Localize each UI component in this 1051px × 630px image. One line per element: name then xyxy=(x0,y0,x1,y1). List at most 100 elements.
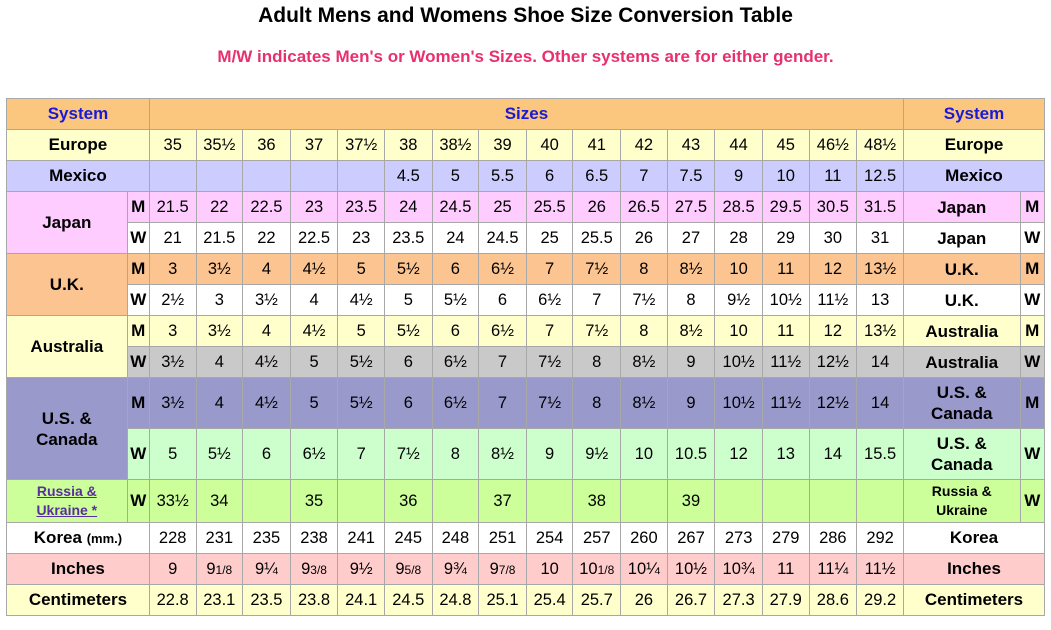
men-marker: M xyxy=(126,253,150,285)
size-cell: 4.5 xyxy=(383,160,433,192)
us-canada-women-label-right: U.S. & Canada xyxy=(903,428,1021,480)
size-cell: 25 xyxy=(525,222,574,254)
centimeters-row: Centimeters 22.8 23.1 23.5 23.8 24.1 24.5 24.8 2… xyxy=(6,584,1045,616)
size-cell: 7½ xyxy=(620,284,668,316)
size-cell: 14 xyxy=(856,377,904,429)
size-cell xyxy=(242,479,291,523)
russia-row: Russia & Ukraine * W 33½ 34 35 36 37 38 39 Russia … xyxy=(6,479,1046,523)
size-cell xyxy=(525,479,574,523)
women-marker: W xyxy=(126,284,150,316)
size-cell: 22 xyxy=(242,222,291,254)
size-cell: 10 xyxy=(525,553,574,585)
size-cell: 8½ xyxy=(666,253,716,285)
size-cell: 39 xyxy=(478,129,527,161)
men-marker-right: M xyxy=(1019,191,1046,223)
korea-label: Korea (mm.) xyxy=(6,522,150,554)
size-cell: 12 xyxy=(808,253,858,285)
size-cell: 22.5 xyxy=(242,191,291,223)
size-cell: 12 xyxy=(808,315,858,347)
size-cell: 21.5 xyxy=(148,191,197,223)
size-cell: 7.5 xyxy=(666,160,716,192)
korea-row: Korea (mm.) 228 231 235 238 241 245 248 251 254 25… xyxy=(6,522,1045,554)
size-cell: 6½ xyxy=(525,284,574,316)
size-cell: 6 xyxy=(383,377,433,429)
size-cell: 4½ xyxy=(289,253,339,285)
size-cell: 8 xyxy=(431,428,480,480)
size-cell: 8½ xyxy=(666,315,716,347)
size-cell: 7½ xyxy=(525,346,574,378)
size-cell: 251 xyxy=(478,522,527,554)
size-cell: 5½ xyxy=(337,377,385,429)
size-cell: 13½ xyxy=(856,253,904,285)
inches-row: Inches 9 91/8 9¼ 93/8 9½ 95/8 9¾ 97/8 10 101/8 10¼ 1… xyxy=(6,553,1045,585)
size-cell: 9 xyxy=(714,160,763,192)
size-cell: 8 xyxy=(666,284,716,316)
size-cell: 235 xyxy=(242,522,291,554)
size-cell: 35½ xyxy=(195,129,244,161)
russia-right-line2: Ukraine xyxy=(936,502,988,518)
size-cell: 5½ xyxy=(195,428,244,480)
russia-label-line1: Russia & xyxy=(36,483,97,499)
australia-men-label-right: Australia xyxy=(903,315,1021,347)
us-canada-label-line2: Canada xyxy=(36,429,98,449)
size-cell: 40 xyxy=(525,129,574,161)
size-cell xyxy=(431,479,480,523)
size-cell: 13 xyxy=(856,284,904,316)
size-cell: 37 xyxy=(289,129,339,161)
russia-label: Russia & Ukraine * xyxy=(6,479,128,523)
size-cell: 29.2 xyxy=(856,584,904,616)
mexico-row: Mexico 4.5 5 5.5 6 6.5 7 7.5 9 10 11 12.5 Mexico xyxy=(6,160,1045,192)
size-cell: 8½ xyxy=(478,428,527,480)
korea-unit: (mm.) xyxy=(86,531,123,546)
women-marker-right: W xyxy=(1019,428,1046,480)
us-canada-men-label-right: U.S. & Canada xyxy=(903,377,1021,429)
size-cell: 9 xyxy=(148,553,197,585)
australia-label: Australia xyxy=(6,315,128,378)
size-cell: 24.5 xyxy=(478,222,527,254)
size-cell: 12 xyxy=(714,428,763,480)
us-canada-men-right-line2: Canada xyxy=(931,404,993,423)
size-cell: 23 xyxy=(337,222,385,254)
size-cell: 11 xyxy=(761,315,810,347)
size-cell: 46½ xyxy=(808,129,858,161)
size-cell: 43 xyxy=(666,129,716,161)
men-marker: M xyxy=(126,377,150,429)
russia-ukraine-link[interactable]: Russia & Ukraine * xyxy=(7,482,126,520)
size-cell: 3 xyxy=(148,315,197,347)
uk-men-label-right: U.K. xyxy=(903,253,1021,285)
size-cell: 13½ xyxy=(856,315,904,347)
size-cell: 101/8 xyxy=(572,553,622,585)
size-cell: 27 xyxy=(666,222,716,254)
size-cell: 13 xyxy=(761,428,810,480)
inches-label-right: Inches xyxy=(903,553,1045,585)
size-cell: 6½ xyxy=(478,315,527,347)
us-canada-men-row: U.S. & Canada M 3½ 4 4½ 5 5½ 6 6½ 7 7½ 8 8½ 9 10½ 11½ 12½… xyxy=(6,377,1046,480)
size-cell: 4½ xyxy=(337,284,385,316)
table-header-row: System Sizes System xyxy=(6,98,1045,130)
shoe-size-table: System Sizes System Europe 35 35½ 36 37 37½ 38 38½… xyxy=(6,98,1046,616)
size-cell: 31.5 xyxy=(856,191,904,223)
size-cell xyxy=(289,160,339,192)
size-cell: 97/8 xyxy=(478,553,527,585)
size-cell: 3 xyxy=(195,284,244,316)
size-cell: 26 xyxy=(620,222,668,254)
system-header-right: System xyxy=(903,98,1045,130)
size-cell: 3½ xyxy=(195,253,244,285)
russia-label-line2: Ukraine * xyxy=(36,502,98,518)
women-marker: W xyxy=(126,222,150,254)
size-cell: 45 xyxy=(761,129,810,161)
men-marker-right: M xyxy=(1019,253,1046,285)
size-cell xyxy=(856,479,904,523)
women-marker-right: W xyxy=(1019,346,1046,378)
size-cell: 5½ xyxy=(383,315,433,347)
inches-label: Inches xyxy=(6,553,150,585)
size-cell: 12.5 xyxy=(856,160,904,192)
size-cell: 10 xyxy=(714,253,763,285)
centimeters-label-right: Centimeters xyxy=(903,584,1045,616)
size-cell: 12½ xyxy=(808,346,858,378)
size-cell: 260 xyxy=(620,522,668,554)
size-cell: 267 xyxy=(666,522,716,554)
australia-women-row: W 3½ 4 4½ 5 5½ 6 6½ 7 7½ 8 8½ 9 10½ 11½ 12½ 14 Australia W xyxy=(7,346,1046,378)
us-canada-men-right-line1: U.S. & xyxy=(936,383,987,402)
size-cell: 5 xyxy=(337,315,385,347)
